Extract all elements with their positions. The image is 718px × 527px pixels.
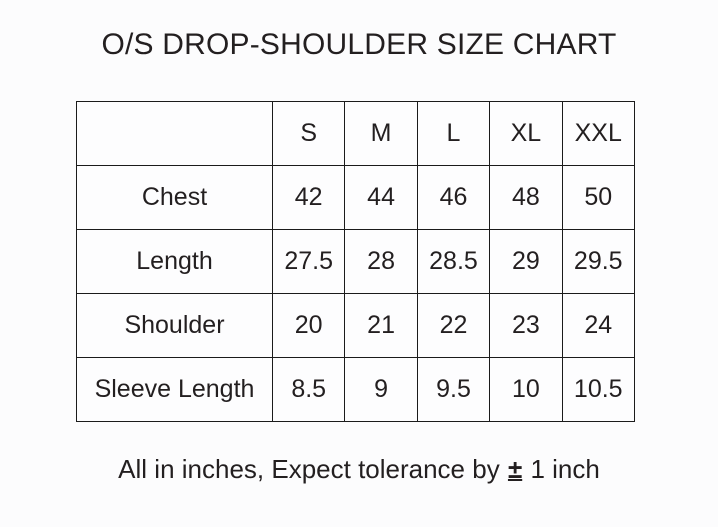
table-header-row: S M L XL XXL — [76, 101, 635, 166]
cell-chest-xxl: 50 — [561, 165, 635, 230]
cell-sleeve-length-m: 9 — [344, 357, 418, 422]
column-header-xxl: XXL — [561, 101, 635, 166]
column-header-s: S — [271, 101, 346, 166]
cell-sleeve-length-l: 9.5 — [416, 357, 491, 422]
page-title: O/S DROP-SHOULDER SIZE CHART — [101, 28, 617, 61]
tolerance-note-text-after: 1 inch — [523, 454, 600, 484]
cell-length-m: 28 — [344, 229, 418, 294]
row-label-length: Length — [76, 229, 273, 294]
cell-length-s: 27.5 — [271, 229, 346, 294]
cell-shoulder-xxl: 24 — [561, 293, 635, 358]
cell-sleeve-length-s: 8.5 — [271, 357, 346, 422]
table-row: Sleeve Length 8.5 9 9.5 10 10.5 — [76, 357, 635, 422]
cell-shoulder-m: 21 — [344, 293, 418, 358]
cell-shoulder-xl: 23 — [489, 293, 563, 358]
table-body: Chest 42 44 46 48 50 Length 27.5 28 28.5… — [76, 165, 635, 422]
row-label-sleeve-length: Sleeve Length — [76, 357, 273, 422]
cell-length-xxl: 29.5 — [561, 229, 635, 294]
column-header-m: M — [344, 101, 418, 166]
column-header-xl: XL — [489, 101, 563, 166]
tolerance-note: All in inches, Expect tolerance by ± 1 i… — [0, 452, 718, 486]
cell-length-l: 28.5 — [416, 229, 491, 294]
cell-chest-l: 46 — [416, 165, 491, 230]
table-row: Length 27.5 28 28.5 29 29.5 — [76, 229, 635, 294]
table-corner-cell — [76, 101, 273, 166]
cell-chest-s: 42 — [271, 165, 346, 230]
table-row: Chest 42 44 46 48 50 — [76, 165, 635, 230]
cell-length-xl: 29 — [489, 229, 563, 294]
size-chart-table: S M L XL XXL Chest 42 44 46 48 50 Leng — [76, 101, 635, 422]
table-header: S M L XL XXL — [76, 101, 635, 166]
cell-sleeve-length-xxl: 10.5 — [561, 357, 635, 422]
row-label-shoulder: Shoulder — [76, 293, 273, 358]
cell-chest-m: 44 — [344, 165, 418, 230]
cell-shoulder-l: 22 — [416, 293, 491, 358]
size-table-container: S M L XL XXL Chest 42 44 46 48 50 Leng — [76, 101, 635, 422]
cell-shoulder-s: 20 — [271, 293, 346, 358]
tolerance-note-text-before: All in inches, Expect tolerance by — [118, 454, 507, 484]
table-row: Shoulder 20 21 22 23 24 — [76, 293, 635, 358]
plus-minus-icon: ± — [507, 454, 523, 484]
column-header-l: L — [416, 101, 491, 166]
cell-sleeve-length-xl: 10 — [489, 357, 563, 422]
row-label-chest: Chest — [76, 165, 273, 230]
cell-chest-xl: 48 — [489, 165, 563, 230]
